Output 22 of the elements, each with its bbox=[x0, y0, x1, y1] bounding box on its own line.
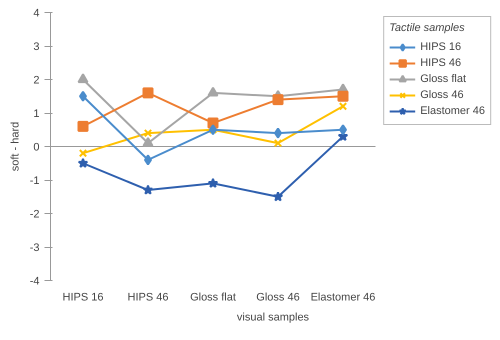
legend-label: HIPS 46 bbox=[420, 56, 462, 71]
y-tick-label: -1 bbox=[30, 175, 40, 187]
x-tick-label: Gloss 46 bbox=[256, 292, 300, 304]
x-tick-label: Gloss flat bbox=[190, 292, 236, 304]
y-tick-label: -4 bbox=[30, 276, 40, 288]
y-tick-label: 2 bbox=[33, 74, 40, 86]
legend-label: Gloss 46 bbox=[420, 88, 464, 103]
x-tick-label: Elastomer 46 bbox=[310, 292, 376, 304]
y-tick-label: 1 bbox=[33, 108, 40, 120]
x-tick-label: HIPS 46 bbox=[128, 292, 168, 304]
y-tick-label: -3 bbox=[30, 242, 40, 254]
legend-title: Tactile samples bbox=[389, 22, 466, 34]
y-tick-label: 3 bbox=[33, 41, 40, 53]
y-tick-label: 4 bbox=[33, 8, 40, 20]
y-tick-label: -2 bbox=[30, 208, 40, 220]
legend-label: Gloss flat bbox=[420, 72, 466, 87]
legend-label: HIPS 16 bbox=[420, 40, 462, 55]
x-axis-title: visual samples bbox=[236, 312, 310, 324]
legend-label: Elastomer 46 bbox=[420, 104, 485, 119]
x-tick-label: HIPS 16 bbox=[62, 292, 104, 304]
y-axis-title: soft - hard bbox=[10, 122, 22, 172]
y-tick-label: 0 bbox=[33, 142, 40, 154]
